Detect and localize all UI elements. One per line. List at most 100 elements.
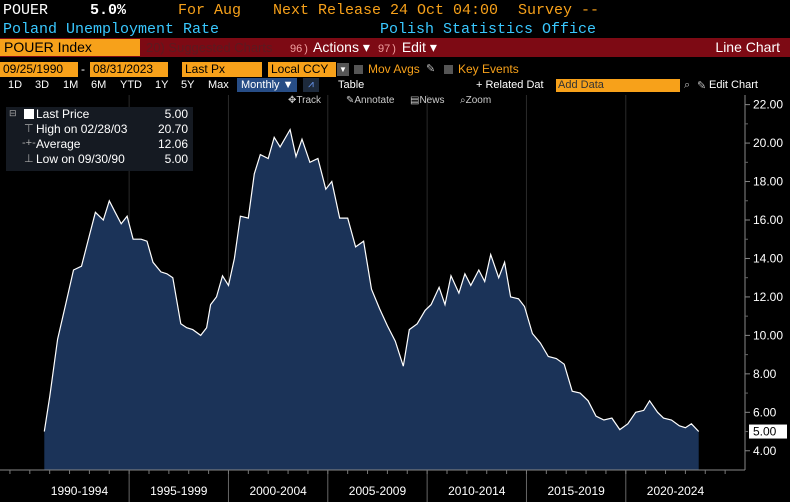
low-label: Low on 09/30/90 (36, 152, 125, 166)
high-value: 20.70 (157, 122, 188, 136)
survey: Survey -- (518, 2, 600, 19)
low-marker-icon: ⊥ (24, 153, 34, 165)
suggested-charts-button[interactable]: 20) Suggested Charts (146, 40, 273, 55)
low-value: 5.00 (164, 152, 188, 166)
period-1d[interactable]: 1D (8, 79, 23, 91)
annotate-tool[interactable]: ✎ Annotate (346, 95, 395, 106)
x-tick-label: 2020-2024 (647, 484, 705, 498)
legend-last-price: Last Price 5.00 (12, 107, 188, 122)
period-1y[interactable]: 1Y (155, 79, 169, 91)
legend-high: ⊤ High on 02/28/03 20.70 (12, 122, 188, 137)
y-tick-label: 20.00 (753, 136, 783, 150)
actions-menu[interactable]: 96) Actions ▾ (290, 39, 370, 56)
news-label: News (419, 95, 445, 106)
high-label: High on 02/28/03 (36, 122, 128, 136)
y-tick-label: 14.00 (753, 251, 783, 265)
last-value-marker: 5.00 (749, 424, 787, 439)
legend-average: -+- Average 12.06 (12, 137, 188, 152)
y-tick-label: 6.00 (753, 405, 777, 419)
frequency-select[interactable]: Monthly ▼ (237, 78, 297, 92)
current-value: 5.0% (90, 2, 127, 19)
x-tick-label: 2000-2004 (249, 484, 307, 498)
actions-num: 96 (290, 43, 303, 55)
key-events-label[interactable]: Key Events (458, 62, 519, 76)
last-price-label: Last Price (36, 107, 90, 121)
date-separator: - (81, 62, 85, 76)
track-tool[interactable]: ✥ Track (288, 95, 322, 106)
table-button[interactable]: Table (338, 79, 365, 91)
y-tick-label: 16.00 (753, 213, 783, 227)
y-tick-label: 22.00 (753, 98, 783, 112)
line-chart-icon[interactable]: ⩘ (303, 78, 319, 92)
pencil-edit-icon[interactable]: ✎ (697, 80, 707, 92)
command-bar: POUER Index 20) Suggested Charts 96) Act… (0, 38, 790, 57)
zoom-tool[interactable]: ⌕ Zoom (460, 95, 492, 106)
average-marker-icon: -+- (22, 137, 36, 149)
chart-area-fill (44, 129, 699, 470)
key-events-checkbox[interactable] (444, 65, 453, 74)
edit-num: 97 (378, 43, 391, 55)
y-tick-label: 8.00 (753, 367, 777, 381)
range-bar: 09/25/1990 - 08/31/2023 Last Px Local CC… (0, 60, 790, 78)
edit-chart-button[interactable]: Edit Chart (709, 79, 758, 91)
currency-dropdown-icon[interactable]: ▼ (337, 63, 349, 76)
security-input[interactable]: POUER Index (0, 39, 140, 56)
annotate-label: Annotate (354, 95, 395, 106)
for-period: For Aug (178, 2, 242, 19)
period-3d[interactable]: 3D (35, 79, 50, 91)
chart-legend: ⊟ Last Price 5.00 ⊤ High on 02/28/03 20.… (6, 107, 193, 171)
mov-avgs-checkbox[interactable] (354, 65, 363, 74)
currency-select[interactable]: Local CCY (268, 62, 336, 77)
field-select[interactable]: Last Px (182, 62, 262, 77)
x-tick-label: 2005-2009 (349, 484, 407, 498)
chart-type-label[interactable]: Line Chart (715, 39, 780, 55)
suggested-num: 20 (146, 40, 161, 55)
chart-tools: ✥ Track ✎ Annotate ▤ News ⌕ Zoom (0, 95, 790, 108)
period-bar: 1D 3D 1M 6M YTD 1Y 5Y Max Monthly ▼ ⩘ Ta… (0, 78, 790, 93)
edit-label: Edit ▾ (401, 39, 437, 55)
last-value-box (749, 424, 787, 439)
x-tick-label: 1995-1999 (150, 484, 208, 498)
period-max[interactable]: Max (208, 79, 229, 91)
period-6m[interactable]: 6M (91, 79, 107, 91)
y-tick-label: 12.00 (753, 290, 783, 304)
y-axis: 22.00 20.00 18.00 16.00 14.00 12.00 10.00 8.00 6… (744, 95, 783, 470)
add-data-input[interactable]: Add Data (556, 79, 680, 92)
legend-swatch (24, 109, 34, 119)
data-source: Polish Statistics Office (380, 21, 597, 38)
period-1m[interactable]: 1M (63, 79, 79, 91)
search-icon[interactable]: ⌕ (684, 79, 691, 91)
last-price-value: 5.00 (164, 107, 188, 121)
header-row: POUER 5.0% For Aug Next Release 24 Oct 0… (0, 0, 790, 20)
paren: ) (304, 43, 308, 55)
y-tick-label: 10.00 (753, 328, 783, 342)
edit-menu[interactable]: 97) Edit ▾ (378, 39, 437, 56)
average-value: 12.06 (157, 137, 188, 151)
average-label: Average (36, 137, 81, 151)
high-marker-icon: ⊤ (24, 123, 34, 135)
paren: ) (392, 43, 396, 55)
security-name: Poland Unemployment Rate (3, 21, 220, 38)
period-ytd[interactable]: YTD (120, 79, 142, 91)
title-row: Poland Unemployment Rate Polish Statisti… (0, 20, 790, 38)
related-data-button[interactable]: + Related Dat (476, 79, 544, 91)
legend-low: ⊥ Low on 09/30/90 5.00 (12, 152, 188, 167)
zoom-label: Zoom (465, 95, 492, 106)
news-tool[interactable]: ▤ News (410, 95, 445, 106)
start-date-input[interactable]: 09/25/1990 (0, 62, 78, 77)
y-tick-label: 18.00 (753, 175, 783, 189)
end-date-input[interactable]: 08/31/2023 (90, 62, 168, 77)
suggested-label: Suggested Charts (168, 40, 273, 55)
period-5y[interactable]: 5Y (181, 79, 195, 91)
y-tick-label: 4.00 (753, 444, 777, 458)
x-tick-label: 2015-2019 (547, 484, 605, 498)
last-value-label: 5.00 (753, 425, 777, 439)
next-release: Next Release 24 Oct 04:00 (273, 2, 499, 19)
chart-line (43, 127, 700, 432)
line-chart[interactable]: 22.00 20.00 18.00 16.00 14.00 12.00 10.00 8.00 6… (0, 95, 790, 502)
track-label: Track (296, 95, 322, 106)
pencil-icon[interactable]: ✎ (426, 63, 436, 75)
ticker: POUER (3, 2, 49, 19)
legend-collapse-icon[interactable]: ⊟ (9, 108, 17, 118)
mov-avgs-label[interactable]: Mov Avgs (368, 62, 420, 76)
